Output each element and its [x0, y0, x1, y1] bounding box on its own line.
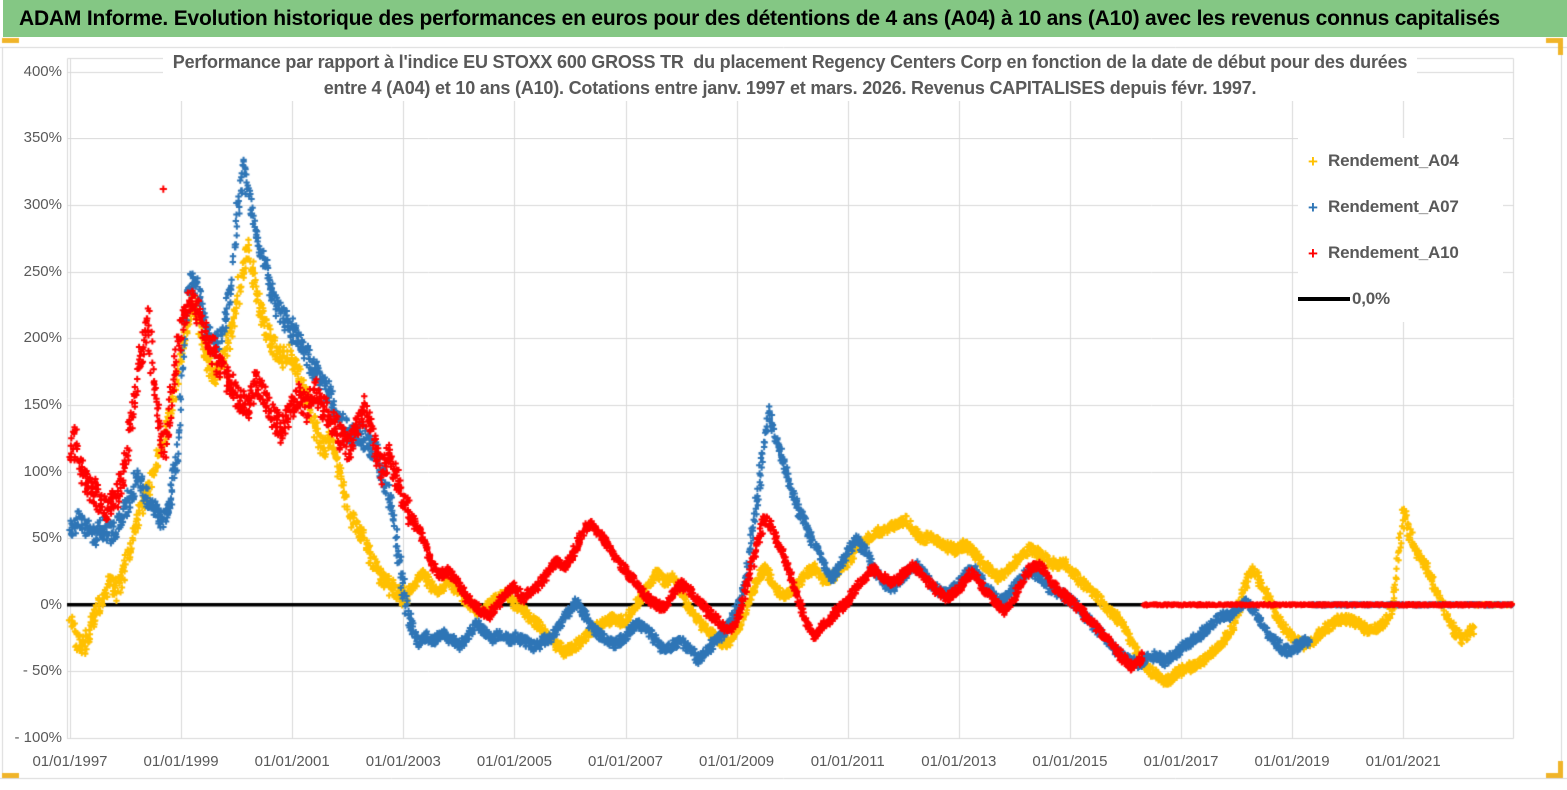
x-axis-tick-label: 01/01/2001	[254, 753, 330, 770]
x-axis-tick-label: 01/01/2007	[587, 753, 664, 770]
y-axis-tick-label: - 50%	[22, 662, 62, 680]
y-axis-tick-label: 400%	[23, 62, 62, 80]
header-bar: ADAM Informe. Evolution historique des p…	[3, 0, 1567, 37]
x-axis-tick-label: 01/01/2021	[1365, 753, 1441, 770]
y-axis-tick-label: 0%	[40, 595, 62, 613]
legend: + Rendement_A04 + Rendement_A07 + Rendem…	[1298, 138, 1503, 322]
legend-label: Rendement_A04	[1328, 151, 1459, 170]
legend-item-rendement-a10[interactable]: + Rendement_A10	[1298, 230, 1503, 276]
y-axis-tick-label: 50%	[31, 529, 62, 547]
legend-label: 0,0%	[1352, 289, 1390, 308]
plus-marker-icon: +	[1308, 197, 1318, 217]
chart-title-line1: Performance par rapport à l'indice EU ST…	[172, 52, 1408, 72]
legend-label: Rendement_A10	[1328, 243, 1459, 262]
legend-item-zero-line[interactable]: 0,0%	[1298, 276, 1503, 322]
x-axis-tick-label: 01/01/2011	[810, 753, 885, 770]
y-axis-tick-label: - 100%	[14, 729, 62, 747]
y-axis-tick-label: 150%	[23, 395, 62, 413]
x-axis-tick-label: 01/01/2009	[699, 753, 775, 770]
x-axis-tick-label: 01/01/2019	[1254, 753, 1330, 770]
zero-line-icon	[1298, 297, 1350, 301]
legend-label: Rendement_A07	[1328, 197, 1459, 216]
x-axis-tick-label: 01/01/2005	[476, 753, 552, 770]
x-axis-tick-label: 01/01/1999	[143, 753, 219, 770]
plus-marker-icon: +	[1308, 151, 1318, 171]
x-axis-tick-label: 01/01/2017	[1143, 753, 1219, 770]
y-axis-tick-label: 350%	[23, 129, 62, 147]
x-axis-tick-label: 01/01/2013	[921, 753, 997, 770]
y-axis-tick-label: 200%	[23, 329, 62, 347]
x-axis-tick-label: 01/01/2003	[365, 753, 441, 770]
y-axis-tick-label: 250%	[23, 262, 62, 280]
legend-item-rendement-a07[interactable]: + Rendement_A07	[1298, 184, 1503, 230]
chart-title: Performance par rapport à l'indice EU ST…	[67, 49, 1513, 101]
chart-title-line2: entre 4 (A04) et 10 ans (A10). Cotations…	[323, 78, 1257, 98]
y-axis-tick-label: 100%	[23, 462, 62, 480]
y-axis-tick-label: 300%	[23, 196, 62, 214]
x-axis-tick-label: 01/01/2015	[1032, 753, 1108, 770]
legend-item-rendement-a04[interactable]: + Rendement_A04	[1298, 138, 1503, 184]
x-axis-tick-label: 01/01/1997	[32, 753, 108, 770]
header-title: ADAM Informe. Evolution historique des p…	[19, 6, 1500, 30]
plus-marker-icon: +	[1308, 243, 1318, 263]
